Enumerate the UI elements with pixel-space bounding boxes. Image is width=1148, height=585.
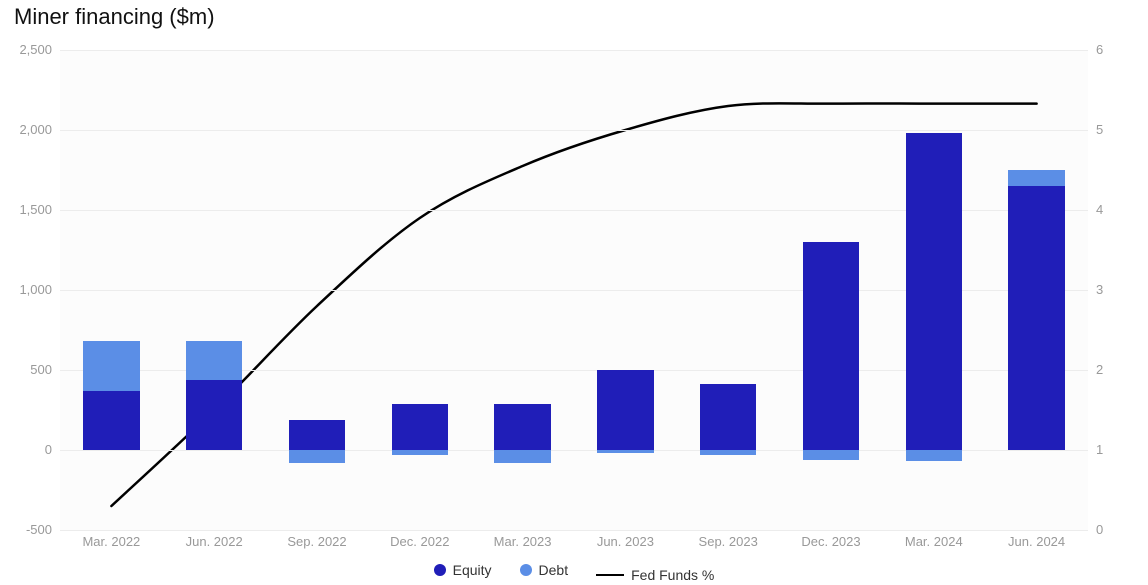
bar-segment-debt (289, 450, 346, 463)
y-left-tick-label: 0 (4, 442, 52, 457)
bar-group (803, 50, 860, 530)
y-left-tick-label: -500 (4, 522, 52, 537)
x-tick-label: Jun. 2023 (585, 534, 665, 549)
bar-segment-debt (597, 450, 654, 453)
bar-segment-debt (392, 450, 449, 455)
bar-group (392, 50, 449, 530)
bar-segment-equity (289, 420, 346, 450)
bar-segment-equity (906, 133, 963, 450)
bar-segment-equity (83, 391, 140, 450)
bar-segment-equity (700, 384, 757, 450)
y-right-tick-label: 4 (1096, 202, 1144, 217)
y-left-tick-label: 500 (4, 362, 52, 377)
x-tick-label: Dec. 2022 (380, 534, 460, 549)
x-tick-label: Sep. 2023 (688, 534, 768, 549)
bar-group (494, 50, 551, 530)
x-tick-label: Sep. 2022 (277, 534, 357, 549)
bar-segment-debt (906, 450, 963, 461)
legend-label: Equity (453, 562, 492, 578)
y-right-tick-label: 2 (1096, 362, 1144, 377)
x-tick-label: Mar. 2024 (894, 534, 974, 549)
y-left-tick-label: 2,500 (4, 42, 52, 57)
y-right-tick-label: 0 (1096, 522, 1144, 537)
legend-swatch-circle (520, 564, 532, 576)
bar-segment-debt (83, 341, 140, 391)
bar-group (1008, 50, 1065, 530)
legend-swatch-circle (434, 564, 446, 576)
y-right-tick-label: 5 (1096, 122, 1144, 137)
y-left-tick-label: 2,000 (4, 122, 52, 137)
y-right-tick-label: 3 (1096, 282, 1144, 297)
bar-segment-debt (803, 450, 860, 460)
legend-item: Debt (520, 562, 569, 578)
chart-title: Miner financing ($m) (14, 4, 215, 30)
bar-segment-equity (803, 242, 860, 450)
bar-segment-debt (1008, 170, 1065, 186)
gridline (60, 530, 1088, 531)
fed-funds-line (111, 103, 1036, 506)
bar-segment-equity (392, 404, 449, 450)
legend-swatch-line (596, 574, 624, 576)
y-left-tick-label: 1,500 (4, 202, 52, 217)
x-tick-label: Mar. 2022 (71, 534, 151, 549)
bar-group (597, 50, 654, 530)
y-right-tick-label: 6 (1096, 42, 1144, 57)
bar-group (83, 50, 140, 530)
bar-segment-equity (494, 404, 551, 450)
legend-item: Fed Funds % (596, 567, 714, 583)
x-tick-label: Jun. 2022 (174, 534, 254, 549)
bar-group (906, 50, 963, 530)
y-right-tick-label: 1 (1096, 442, 1144, 457)
x-tick-label: Jun. 2024 (997, 534, 1077, 549)
bar-group (289, 50, 346, 530)
bar-group (186, 50, 243, 530)
legend-item: Equity (434, 562, 492, 578)
plot-area (60, 50, 1088, 531)
bar-segment-debt (494, 450, 551, 463)
bar-group (700, 50, 757, 530)
bar-segment-equity (597, 370, 654, 450)
x-tick-label: Mar. 2023 (483, 534, 563, 549)
legend-label: Debt (539, 562, 569, 578)
bar-segment-debt (186, 341, 243, 379)
y-left-tick-label: 1,000 (4, 282, 52, 297)
x-tick-label: Dec. 2023 (791, 534, 871, 549)
bar-segment-equity (186, 380, 243, 450)
legend: Equity Debt Fed Funds % (0, 562, 1148, 583)
bar-segment-equity (1008, 186, 1065, 450)
bar-segment-debt (700, 450, 757, 455)
legend-label: Fed Funds % (631, 567, 714, 583)
miner-financing-chart: Miner financing ($m) Equity Debt Fed Funds… (0, 0, 1148, 585)
